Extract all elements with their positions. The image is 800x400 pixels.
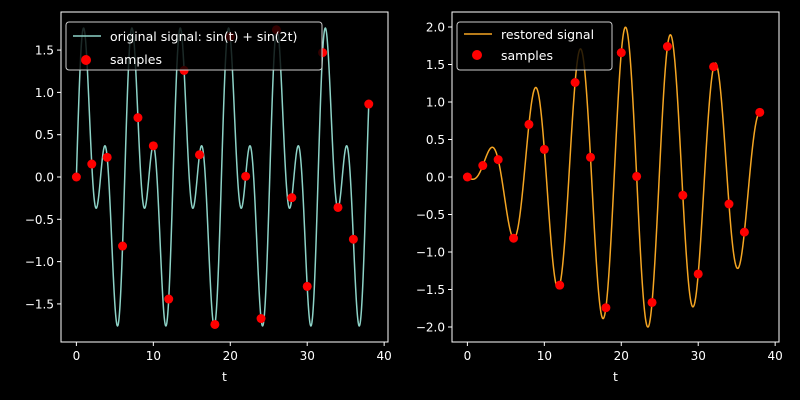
left-y-tick-label: −1.0 bbox=[25, 255, 54, 269]
right-x-tick-label: 30 bbox=[691, 349, 706, 363]
right-sample-point bbox=[647, 297, 657, 307]
right-y-tick-label: −0.5 bbox=[416, 208, 445, 222]
right-legend-label-samples: samples bbox=[501, 48, 553, 63]
right-sample-point bbox=[462, 172, 472, 182]
left-plot: 0 10 20 30 40 −1.5 −1.0 −0.5 0.0 0.5 1.0 1.5 t ori… bbox=[25, 11, 392, 384]
left-legend-sample-swatch bbox=[81, 55, 91, 65]
left-sample-point bbox=[148, 141, 158, 151]
right-sample-point bbox=[739, 227, 749, 237]
right-sample-point bbox=[493, 155, 503, 165]
right-sample-point bbox=[693, 269, 703, 279]
left-sample-point bbox=[102, 152, 112, 162]
right-signal-line bbox=[466, 26, 761, 328]
left-y-tick-label: 1.0 bbox=[35, 86, 54, 100]
left-sample-point bbox=[302, 281, 312, 291]
left-sample-point bbox=[164, 294, 174, 304]
left-legend: original signal: sin(t) + sin(2t) sample… bbox=[65, 21, 323, 71]
right-y-tick-label: 1.5 bbox=[426, 58, 445, 72]
right-x-tick-label: 0 bbox=[464, 349, 472, 363]
left-x-tick-label: 20 bbox=[223, 349, 238, 363]
right-sample-point bbox=[509, 233, 519, 243]
left-sample-point bbox=[364, 99, 374, 109]
left-y-tick-label: −1.5 bbox=[25, 297, 54, 311]
left-y-tick-label: −0.5 bbox=[25, 213, 54, 227]
left-sample-point bbox=[133, 113, 143, 123]
right-sample-point bbox=[616, 48, 626, 58]
left-x-tick-label: 40 bbox=[377, 349, 392, 363]
left-x-axis-label: t bbox=[222, 369, 227, 384]
right-sample-point bbox=[555, 280, 565, 290]
left-x-tick-label: 0 bbox=[73, 349, 81, 363]
left-sample-point bbox=[348, 234, 358, 244]
left-sample-point bbox=[87, 159, 97, 169]
right-y-tick-label: 1.0 bbox=[426, 96, 445, 110]
right-x-tick-label: 20 bbox=[614, 349, 629, 363]
right-y-tick-label: −2.0 bbox=[416, 321, 445, 335]
right-x-tick-label: 10 bbox=[537, 349, 552, 363]
right-y-tick-label: 2.0 bbox=[426, 21, 445, 35]
left-sample-point bbox=[194, 150, 204, 160]
left-legend-box bbox=[65, 21, 323, 71]
left-signal-line bbox=[75, 27, 370, 327]
right-sample-point bbox=[632, 171, 642, 181]
right-x-tick-label: 40 bbox=[768, 349, 783, 363]
right-sample-point bbox=[539, 144, 549, 154]
right-plot: 0 10 20 30 40 −2.0 −1.5 −1.0 −0.5 0.0 0.5 1.0 1.5 2.… bbox=[416, 11, 783, 384]
left-sample-point bbox=[333, 202, 343, 212]
right-sample-point bbox=[478, 161, 488, 171]
right-sample-point bbox=[585, 152, 595, 162]
right-sample-point bbox=[662, 42, 672, 51]
right-sample-point bbox=[755, 107, 765, 117]
left-sample-point bbox=[210, 319, 220, 329]
left-sample-point bbox=[287, 193, 297, 203]
left-sample-point bbox=[118, 241, 128, 251]
left-x-tick-label: 10 bbox=[146, 349, 161, 363]
right-y-tick-label: −1.0 bbox=[416, 246, 445, 260]
left-sample-point bbox=[256, 314, 266, 324]
left-y-tick-label: 1.5 bbox=[35, 44, 54, 58]
left-sample-point bbox=[71, 172, 81, 182]
right-sample-point bbox=[724, 199, 734, 209]
left-sample-point bbox=[241, 171, 251, 181]
right-legend-label-restored: restored signal bbox=[501, 27, 594, 42]
right-sample-point bbox=[524, 119, 534, 129]
left-y-tick-label: 0.0 bbox=[35, 171, 54, 185]
right-legend-sample-swatch bbox=[472, 50, 482, 60]
right-y-tick-label: 0.0 bbox=[426, 171, 445, 185]
left-legend-label-samples: samples bbox=[110, 52, 162, 67]
right-sample-point bbox=[570, 78, 580, 87]
left-x-tick-label: 30 bbox=[300, 349, 315, 363]
left-legend-label-original: original signal: sin(t) + sin(2t) bbox=[110, 29, 297, 44]
right-x-axis-label: t bbox=[613, 369, 618, 384]
right-sample-point bbox=[601, 303, 611, 313]
right-y-tick-label: −1.5 bbox=[416, 283, 445, 297]
right-sample-point bbox=[678, 190, 688, 200]
right-y-tick-label: 0.5 bbox=[426, 133, 445, 147]
left-y-tick-label: 0.5 bbox=[35, 128, 54, 142]
right-sample-point bbox=[709, 62, 719, 72]
right-legend: restored signal samples bbox=[456, 21, 613, 71]
right-legend-box bbox=[456, 21, 613, 71]
